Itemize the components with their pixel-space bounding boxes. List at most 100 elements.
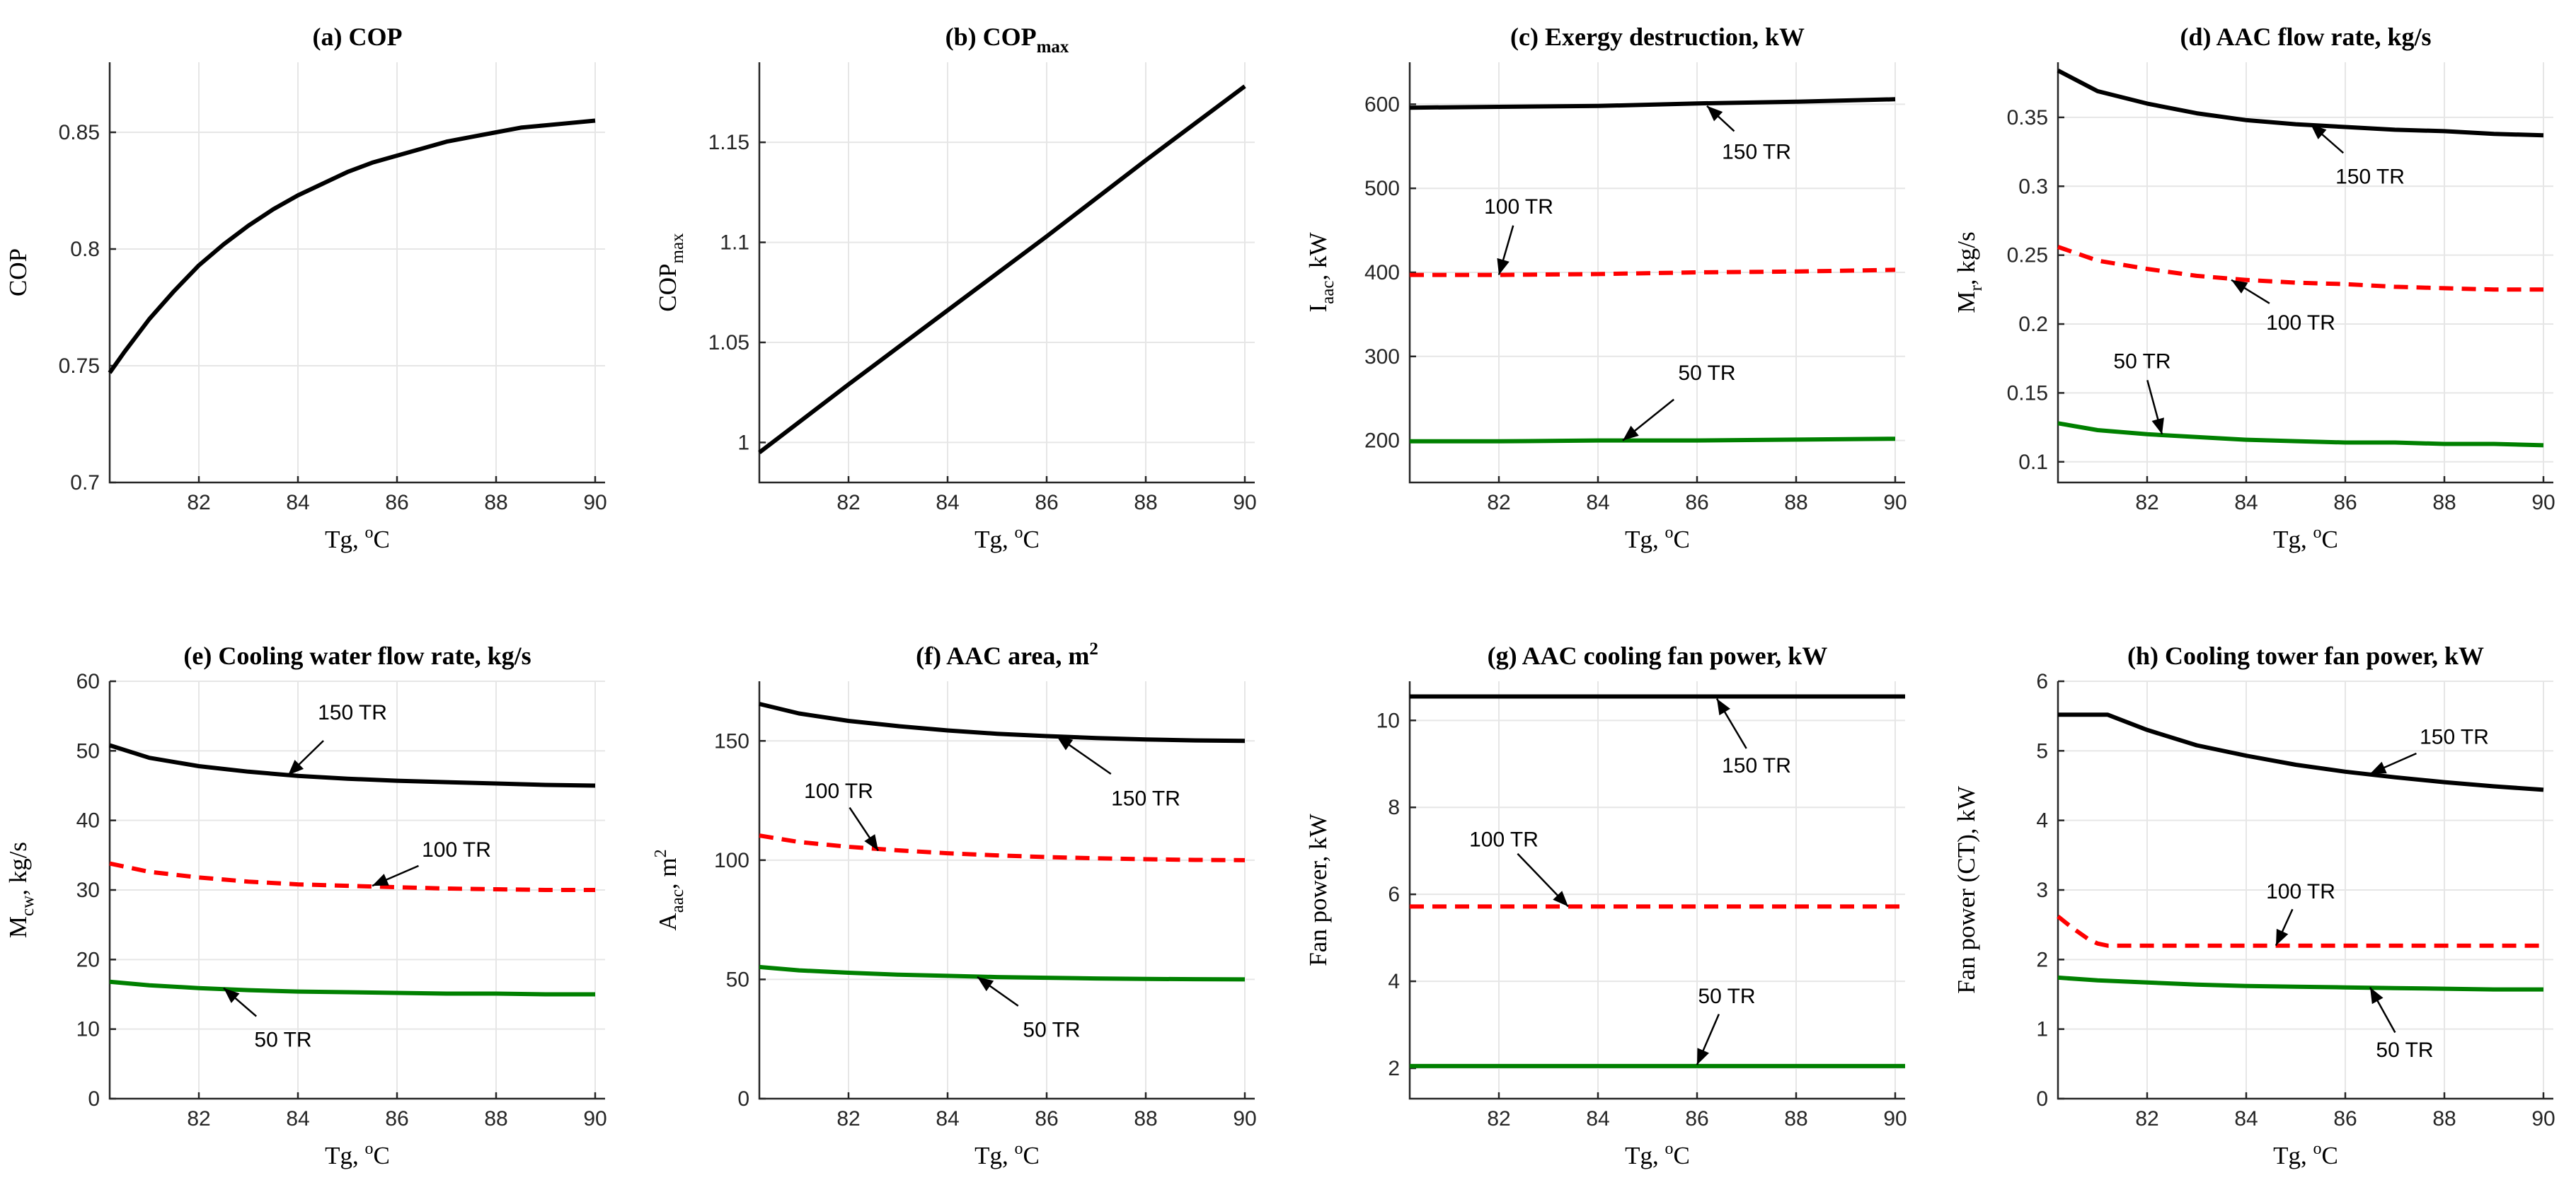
y-axis-label: Fan power (CT), kW	[1953, 786, 1980, 994]
y-tick-label: 4	[2036, 809, 2048, 833]
x-tick-label: 90	[1233, 1107, 1256, 1130]
annotation-label: 150 TR	[318, 701, 387, 724]
y-tick-label: 20	[76, 948, 100, 971]
chart-panel-3: 82 84 86 88 90 200 300 400 500 600 (c) Exergy dest…	[1304, 23, 1907, 553]
x-tick-label: 82	[187, 491, 210, 514]
y-tick-label: 30	[76, 879, 100, 902]
x-axis-label: Tg, oC	[1625, 1140, 1690, 1169]
y-axis-label: Aaac, m2	[652, 849, 687, 930]
x-tick-label: 86	[1035, 491, 1058, 514]
y-tick-label: 1.1	[720, 231, 749, 255]
x-tick-label: 88	[484, 1107, 507, 1130]
x-axis-label: Tg, oC	[2273, 1140, 2338, 1169]
annotation-label: 50 TR	[1678, 362, 1735, 385]
y-tick-label: 500	[1364, 177, 1400, 200]
annotation-arrowhead	[1057, 736, 1074, 751]
chart-title: (c) Exergy destruction, kW	[1510, 23, 1805, 51]
y-tick-label: 0.75	[59, 354, 100, 378]
x-tick-label: 82	[1487, 491, 1510, 514]
y-tick-label: 1.15	[708, 131, 749, 154]
chart-panel-2: 82 84 86 88 90 1 1.05 1.1 1.15 (b) COPmax Tg, oC CO…	[654, 23, 1257, 553]
y-tick-label: 0.25	[2007, 244, 2048, 267]
series-line-50-tr	[1410, 436, 1896, 444]
annotation-arrowhead	[864, 834, 878, 851]
annotation-label: 150 TR	[2420, 726, 2489, 749]
annotation-label: 50 TR	[2113, 349, 2170, 373]
annotation-arrowhead	[1497, 258, 1510, 275]
x-tick-label: 84	[1586, 491, 1609, 514]
x-axis-label: Tg, oC	[2273, 524, 2338, 553]
y-tick-label: 5	[2036, 739, 2048, 763]
chart-title: (f) AAC area, m2	[916, 640, 1098, 670]
chart-title: (b) COPmax	[945, 23, 1069, 57]
y-axis-label: Mcw, kg/s	[4, 842, 38, 938]
x-tick-label: 84	[936, 1107, 959, 1130]
y-tick-label: 1	[2036, 1018, 2048, 1041]
x-axis-label: Tg, oC	[974, 524, 1040, 553]
series-line-50-tr	[2057, 975, 2543, 992]
y-tick-label: 0	[2036, 1087, 2048, 1111]
annotation-arrowhead	[2311, 124, 2327, 139]
x-tick-label: 90	[2531, 1107, 2555, 1130]
annotation-arrowhead	[1697, 1048, 1709, 1065]
annotation-label: 50 TR	[1698, 985, 1755, 1008]
y-tick-label: 40	[76, 809, 100, 833]
x-tick-label: 88	[484, 491, 507, 514]
y-tick-label: 0.7	[70, 471, 100, 495]
annotation-arrowhead	[977, 977, 994, 992]
series-line-50-tr	[2057, 421, 2544, 448]
x-tick-label: 82	[187, 1107, 210, 1130]
x-tick-label: 84	[2234, 491, 2258, 514]
chart-panel-7: 82 84 86 88 90 2 4 6 8 10 (g) AAC cooling fan powe…	[1304, 642, 1907, 1169]
y-tick-label: 0.1	[2018, 451, 2048, 474]
x-tick-label: 90	[583, 491, 606, 514]
x-tick-label: 88	[1784, 1107, 1807, 1130]
y-tick-label: 6	[1388, 883, 1400, 906]
series-line-100-tr	[1410, 267, 1896, 277]
annotation-label: 100 TR	[2266, 311, 2335, 335]
x-axis-label: Tg, oC	[1625, 524, 1690, 553]
y-tick-label: 0	[737, 1087, 749, 1111]
plot-area	[759, 681, 1255, 1099]
x-tick-label: 86	[385, 1107, 408, 1130]
x-tick-label: 82	[2135, 1107, 2158, 1130]
y-tick-label: 400	[1364, 261, 1400, 284]
axes	[2057, 62, 2553, 484]
series-line-100-tr	[2057, 245, 2543, 292]
annotation-label: 150 TR	[2335, 165, 2405, 188]
chart-panel-6: 82 84 86 88 90 0 50 100 150 (f) AAC area, m2 Tg, o…	[652, 640, 1257, 1169]
series-line-100-tr	[759, 833, 1246, 862]
y-tick-label: 100	[714, 849, 749, 872]
annotation-label: 150 TR	[1111, 787, 1180, 810]
x-tick-label: 84	[286, 1107, 309, 1130]
annotation-label: 50 TR	[254, 1028, 311, 1051]
series-line-150-tr	[759, 702, 1246, 744]
x-tick-label: 86	[385, 491, 408, 514]
annotation-arrowhead	[224, 988, 240, 1003]
y-tick-label: 1.05	[708, 331, 749, 354]
x-tick-label: 86	[1035, 1107, 1058, 1130]
x-tick-label: 84	[1586, 1107, 1609, 1130]
x-tick-label: 90	[1883, 1107, 1907, 1130]
y-tick-label: 200	[1364, 429, 1400, 453]
y-tick-label: 0.2	[2018, 313, 2048, 336]
chart-title: (e) Cooling water flow rate, kg/s	[183, 642, 531, 670]
x-tick-label: 86	[1685, 491, 1708, 514]
chart-title: (a) COP	[313, 23, 403, 51]
y-tick-label: 1	[737, 431, 749, 454]
annotation-arrowhead	[2370, 987, 2384, 1005]
annotation-arrowhead	[2231, 279, 2248, 294]
y-tick-label: 0.15	[2007, 381, 2048, 405]
series-line-100-tr	[109, 861, 595, 892]
x-tick-label: 88	[1134, 491, 1157, 514]
y-tick-label: 3	[2036, 879, 2048, 902]
axes	[1408, 62, 1905, 484]
annotation-arrowhead	[2151, 417, 2164, 434]
x-tick-label: 90	[2531, 491, 2555, 514]
y-axis-label: Iaac, kW	[1304, 233, 1338, 313]
y-tick-label: 50	[76, 739, 100, 763]
y-axis-label: COP	[4, 248, 32, 296]
plot-area	[1410, 681, 1905, 1099]
y-tick-label: 2	[1388, 1057, 1400, 1080]
chart-panel-4: 82 84 86 88 90 0.1 0.15 0.2 0.25 0.3 0.35 (d) AAC f…	[1953, 23, 2555, 553]
